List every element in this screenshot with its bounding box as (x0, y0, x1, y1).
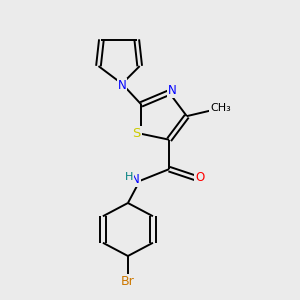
Text: Br: Br (121, 274, 135, 287)
Text: CH₃: CH₃ (210, 103, 231, 113)
Text: N: N (168, 84, 177, 97)
Text: O: O (195, 171, 205, 184)
Text: H: H (125, 172, 134, 182)
Text: N: N (118, 79, 126, 92)
Text: N: N (131, 173, 140, 186)
Text: S: S (133, 127, 141, 140)
